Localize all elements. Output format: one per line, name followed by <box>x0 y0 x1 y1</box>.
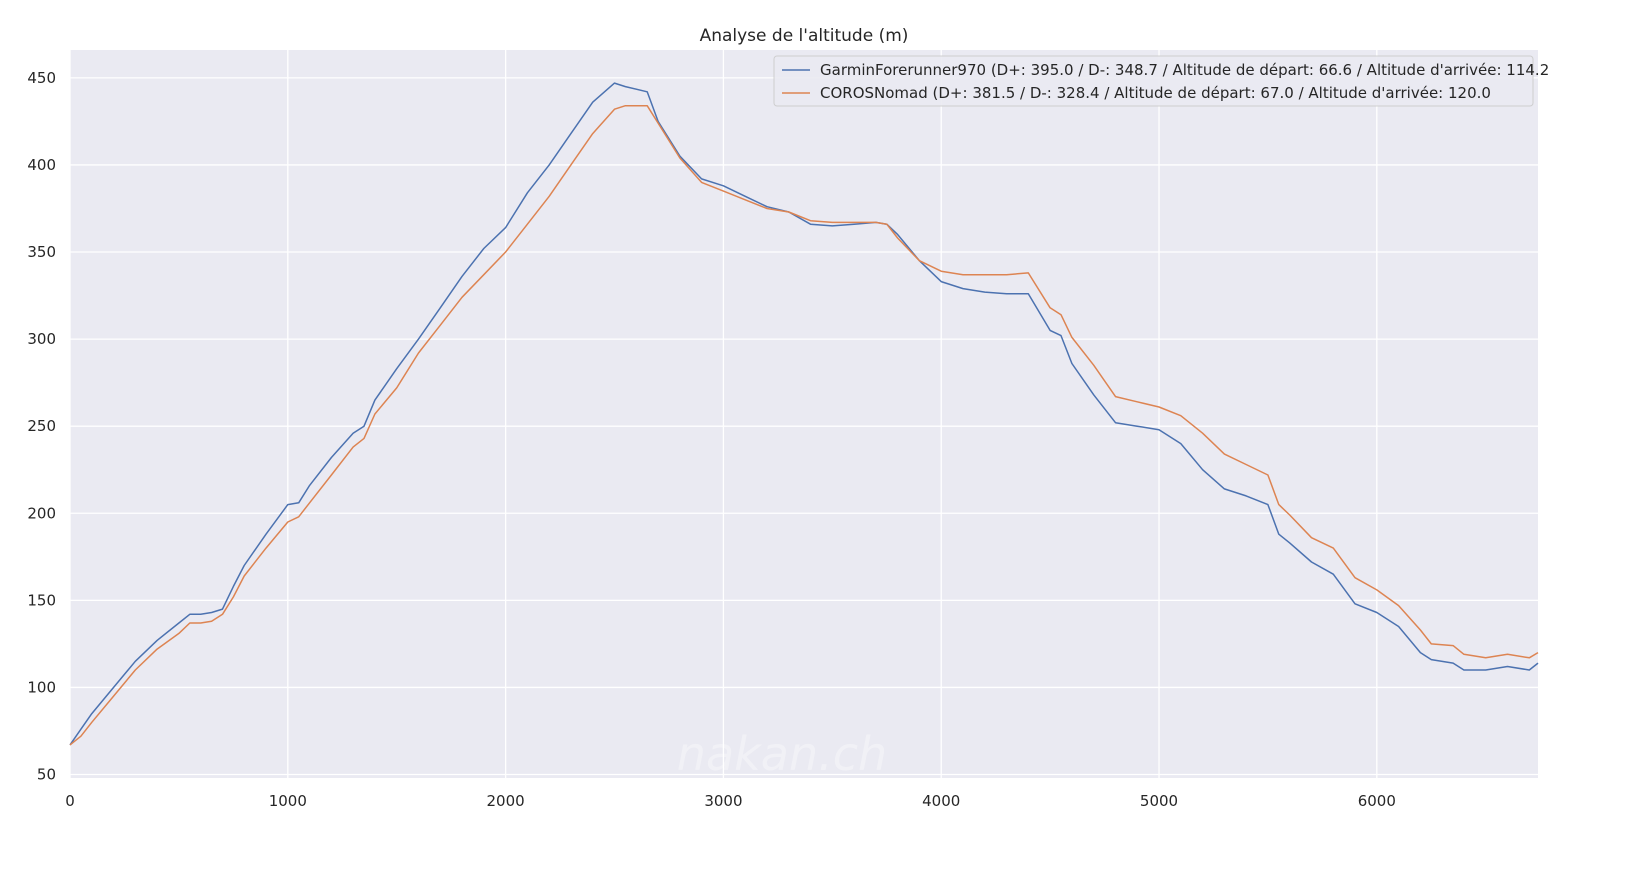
legend-box <box>773 55 1534 107</box>
x-tick-label: 1000 <box>269 792 307 810</box>
x-tick-label: 2000 <box>487 792 525 810</box>
y-tick-labels: 50 100 150 200 250 300 350 400 450 <box>27 69 56 784</box>
y-tick-label: 400 <box>27 156 56 174</box>
y-tick-label: 250 <box>27 417 56 435</box>
x-tick-label: 5000 <box>1140 792 1178 810</box>
series-line-coros <box>69 104 1539 746</box>
y-tick-label: 300 <box>27 330 56 348</box>
series-lines <box>69 82 1539 746</box>
legend-label-coros: COROSNomad (D+: 381.5 / D-: 328.4 / Alti… <box>820 84 1491 102</box>
x-tick-label: 4000 <box>922 792 960 810</box>
x-tick-label: 3000 <box>704 792 742 810</box>
x-tick-label: 6000 <box>1358 792 1396 810</box>
y-tick-label: 350 <box>27 243 56 261</box>
grid-lines <box>69 50 1538 778</box>
y-tick-label: 50 <box>37 766 56 784</box>
legend-label-garmin: GarminForerunner970 (D+: 395.0 / D-: 348… <box>820 61 1549 79</box>
plot-area <box>70 50 1538 778</box>
series-line-garmin <box>69 82 1539 746</box>
chart-title: Analyse de l'altitude (m) <box>700 26 909 46</box>
y-tick-label: 200 <box>27 504 56 522</box>
x-tick-labels: 0 1000 2000 3000 4000 5000 6000 <box>65 792 1396 810</box>
legend: GarminForerunner970 (D+: 395.0 / D-: 348… <box>773 55 1549 107</box>
y-tick-label: 150 <box>27 591 56 609</box>
x-tick-label: 0 <box>65 792 75 810</box>
y-tick-label: 450 <box>27 69 56 87</box>
watermark-text: nakan.ch <box>677 727 887 781</box>
watermark: nakan.ch <box>677 727 887 781</box>
y-tick-label: 100 <box>27 678 56 696</box>
